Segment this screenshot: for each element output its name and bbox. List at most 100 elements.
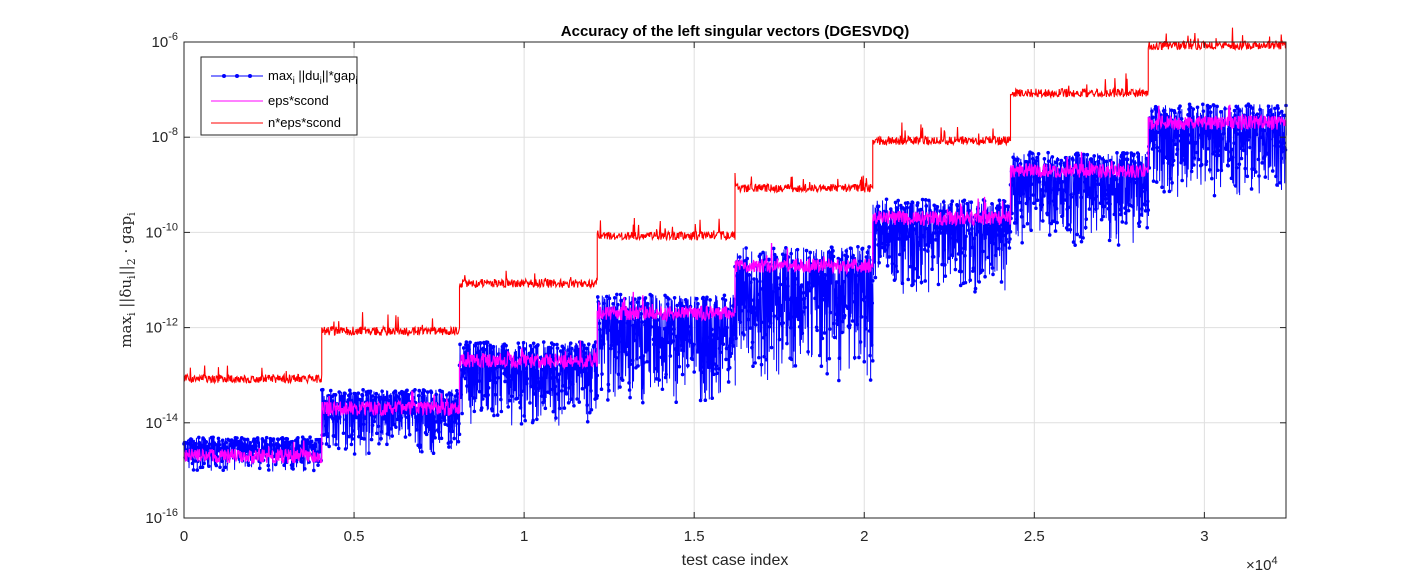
y-tick-label: 10-14 [145, 412, 178, 432]
series-max-point [869, 343, 874, 347]
series-max-point [1131, 204, 1135, 209]
series-max-point [939, 226, 943, 231]
series-max-point [744, 246, 748, 250]
series-max-point [1204, 162, 1208, 167]
x-tick-label: 2 [860, 528, 868, 545]
series-max-point [360, 393, 365, 398]
series-max-point [263, 439, 268, 443]
series-max-point [599, 334, 603, 338]
series-max-point [528, 343, 533, 348]
series-max-point [446, 423, 450, 427]
series-max-point [449, 392, 454, 397]
series-max-point [585, 419, 590, 424]
series-max-point [742, 305, 747, 309]
series-max-point [778, 313, 782, 318]
series-max-point [679, 343, 684, 348]
series-max-point [569, 397, 574, 401]
series-max-point [1160, 126, 1165, 131]
x-axis-multiplier: ×104 [1246, 555, 1278, 574]
series-max-point [1025, 221, 1030, 226]
series-max-point [213, 442, 218, 447]
series-max-point [1014, 220, 1019, 225]
series-max-point [333, 393, 338, 397]
series-max-point [520, 389, 524, 394]
series-max-point [737, 255, 742, 259]
series-max-point [554, 367, 559, 371]
series-max-point [370, 394, 374, 398]
series-max-point [1254, 170, 1258, 174]
series-max-point [1279, 156, 1284, 161]
series-max-point [1036, 152, 1041, 156]
series-max-point [770, 308, 775, 313]
series-max-point [358, 416, 363, 420]
series-max-point [643, 296, 648, 300]
series-max-point [701, 365, 706, 369]
series-max-point [224, 440, 228, 445]
series-max-point [283, 440, 288, 445]
series-max-point [1095, 182, 1100, 186]
series-max-point [379, 436, 383, 441]
series-max-point [485, 340, 490, 345]
series-max-point [204, 440, 209, 444]
series-max-point [783, 253, 788, 258]
series-max-point [1052, 186, 1056, 190]
series-max-point [1010, 211, 1014, 216]
series-max-point [1241, 141, 1245, 145]
series-max-point [424, 432, 429, 437]
series-max-point [519, 422, 524, 426]
series-max-point [1224, 147, 1228, 152]
series-max-point [1042, 157, 1047, 161]
series-max-point [959, 269, 964, 274]
series-max-point [513, 355, 518, 360]
series-max-point [1176, 133, 1181, 138]
series-max-point [407, 432, 412, 437]
series-max-point [1276, 106, 1280, 111]
series-max-point [458, 342, 462, 347]
series-max-point [616, 372, 621, 377]
series-max-point [1246, 138, 1250, 142]
series-max-point [376, 424, 381, 429]
series-max-point [675, 303, 680, 308]
series-max-point [887, 255, 891, 259]
series-max-point [282, 463, 286, 468]
series-max-point [1222, 131, 1226, 136]
series-max-point [717, 346, 722, 351]
series-max-point [359, 398, 363, 402]
series-max-point [1133, 161, 1137, 165]
series-max-point [708, 298, 712, 302]
legend-max-sub1: i [293, 76, 295, 87]
series-max-point [1223, 106, 1227, 111]
ylabel-max: max [117, 316, 135, 348]
series-max-point [1017, 200, 1022, 205]
series-max-point [268, 442, 272, 447]
series-max-point [723, 298, 728, 302]
series-max-point [556, 392, 560, 396]
series-max-point [748, 326, 753, 330]
series-max-point [885, 226, 889, 231]
series-max-point [1210, 129, 1215, 133]
series-max-point [1183, 149, 1188, 154]
series-max-point [506, 405, 511, 409]
series-max-point [220, 459, 224, 464]
series-max-point [867, 329, 872, 333]
series-max-point [636, 364, 640, 368]
series-max-point [868, 378, 873, 382]
series-max-point [386, 422, 390, 426]
series-max-point [1040, 203, 1045, 207]
series-max-point [828, 310, 833, 315]
series-max-point [188, 442, 193, 447]
series-max-point [1066, 223, 1071, 227]
legend-max-pre: max [268, 68, 293, 83]
series-max-point [815, 328, 819, 333]
series-max-point [1232, 108, 1237, 113]
series-max-point [751, 298, 756, 302]
series-max-point [941, 200, 946, 204]
series-max-point [433, 435, 437, 440]
series-max-point [889, 237, 894, 241]
series-max-point [370, 423, 375, 428]
series-max-point [971, 266, 976, 270]
series-max-point [885, 264, 890, 268]
series-max-point [867, 245, 871, 249]
series-max-point [452, 436, 457, 441]
series-max-point [699, 362, 703, 366]
